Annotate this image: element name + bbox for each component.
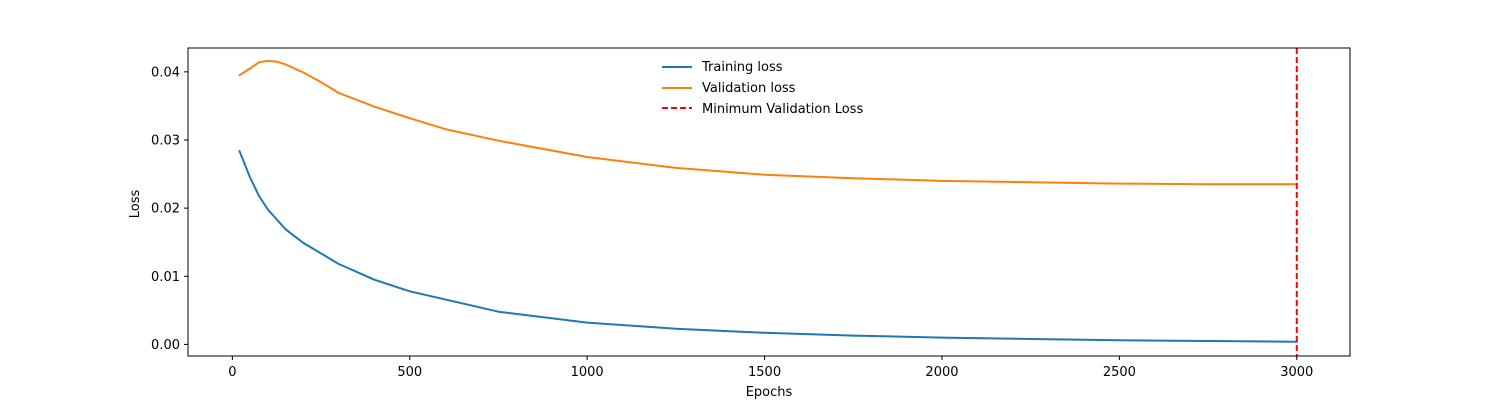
plot-frame <box>187 47 1351 357</box>
legend: Training loss Validation loss Minimum Va… <box>662 60 863 117</box>
x-tick-label: 3000 <box>1280 365 1313 380</box>
axis-ticks: 0 500 1000 1500 2000 2500 3000 0.00 0.01 0.02 0.03… <box>151 65 1313 380</box>
series-line-validation-loss <box>238 59 1298 186</box>
x-tick-label: 500 <box>397 365 422 380</box>
legend-label-validation: Validation loss <box>702 81 796 96</box>
y-tick-label: 0.03 <box>151 133 180 148</box>
x-tick-label: 2000 <box>925 365 958 380</box>
x-tick-label: 2500 <box>1103 365 1136 380</box>
x-tick-label: 0 <box>228 365 236 380</box>
x-tick-label: 1000 <box>571 365 604 380</box>
legend-label-training: Training loss <box>701 60 783 75</box>
y-tick-label: 0.01 <box>151 270 180 285</box>
plot-area <box>238 48 1298 356</box>
y-tick-label: 0.02 <box>151 202 180 217</box>
legend-label-min-val: Minimum Validation Loss <box>702 102 863 117</box>
x-axis-label: Epochs <box>746 385 793 400</box>
y-tick-label: 0.00 <box>151 338 180 353</box>
y-tick-label: 0.04 <box>151 65 180 80</box>
series-line-training-loss <box>238 149 1298 343</box>
x-tick-label: 1500 <box>748 365 781 380</box>
y-axis-label: Loss <box>128 190 143 219</box>
